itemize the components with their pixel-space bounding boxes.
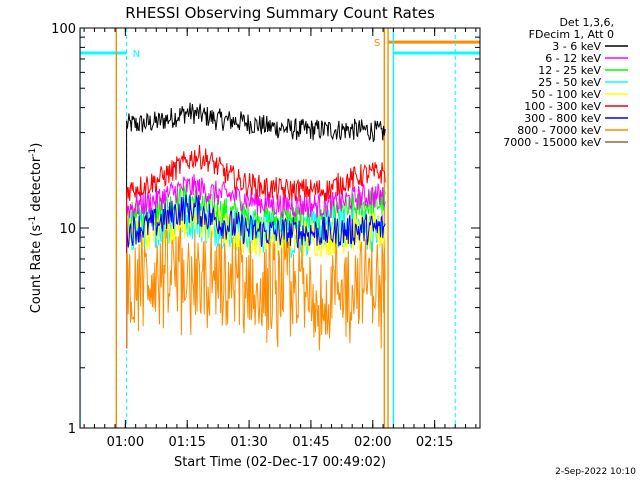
legend-label: 50 - 100 keV xyxy=(531,88,601,101)
footer-timestamp: 2-Sep-2022 10:10 xyxy=(555,467,636,477)
y-tick-label: 10 xyxy=(59,222,76,237)
legend-header: FDecim 1, Att 0 xyxy=(529,28,614,41)
attenuator-markers: NS xyxy=(80,28,480,428)
series-3-6-kev xyxy=(126,102,386,349)
segment-s: S xyxy=(374,28,480,428)
segment-label: N xyxy=(133,49,140,60)
x-tick-label: 01:00 xyxy=(107,435,144,450)
legend-label: 800 - 7000 keV xyxy=(517,124,601,137)
y-tick-label: 1 xyxy=(68,422,76,437)
legend-label: 12 - 25 keV xyxy=(538,64,601,77)
y-axis: 1 10 100 xyxy=(51,22,480,437)
legend-label: 25 - 50 keV xyxy=(538,76,601,89)
legend-header: Det 1,3,6, xyxy=(559,16,614,29)
chart-title: RHESSI Observing Summary Count Rates xyxy=(125,4,435,22)
x-axis-label: Start Time (02-Dec-17 00:49:02) xyxy=(174,455,386,470)
series-300-800-kev xyxy=(126,194,386,349)
segment-n2 xyxy=(392,28,480,428)
x-tick-label: 01:15 xyxy=(168,435,205,450)
legend-label: 3 - 6 keV xyxy=(552,40,601,53)
series-100-300-kev xyxy=(126,144,386,349)
y-tick-label: 100 xyxy=(51,22,76,37)
series-800-7000-kev xyxy=(126,227,386,351)
x-tick-label: 01:45 xyxy=(292,435,329,450)
y-axis-label: Count Rate (s-1 detector-1) xyxy=(28,143,44,314)
legend-label: 6 - 12 keV xyxy=(545,52,601,65)
legend-label: 7000 - 15000 keV xyxy=(503,136,601,149)
x-axis: 01:00 01:15 01:30 01:45 02:00 02:15 xyxy=(83,28,477,450)
series-layer xyxy=(126,102,386,351)
x-tick-label: 02:00 xyxy=(354,435,391,450)
x-tick-label: 01:30 xyxy=(230,435,267,450)
segment-label: S xyxy=(374,38,380,49)
x-tick-label: 02:15 xyxy=(416,435,453,450)
legend-label: 300 - 800 keV xyxy=(524,112,601,125)
legend-label: 100 - 300 keV xyxy=(524,100,601,113)
